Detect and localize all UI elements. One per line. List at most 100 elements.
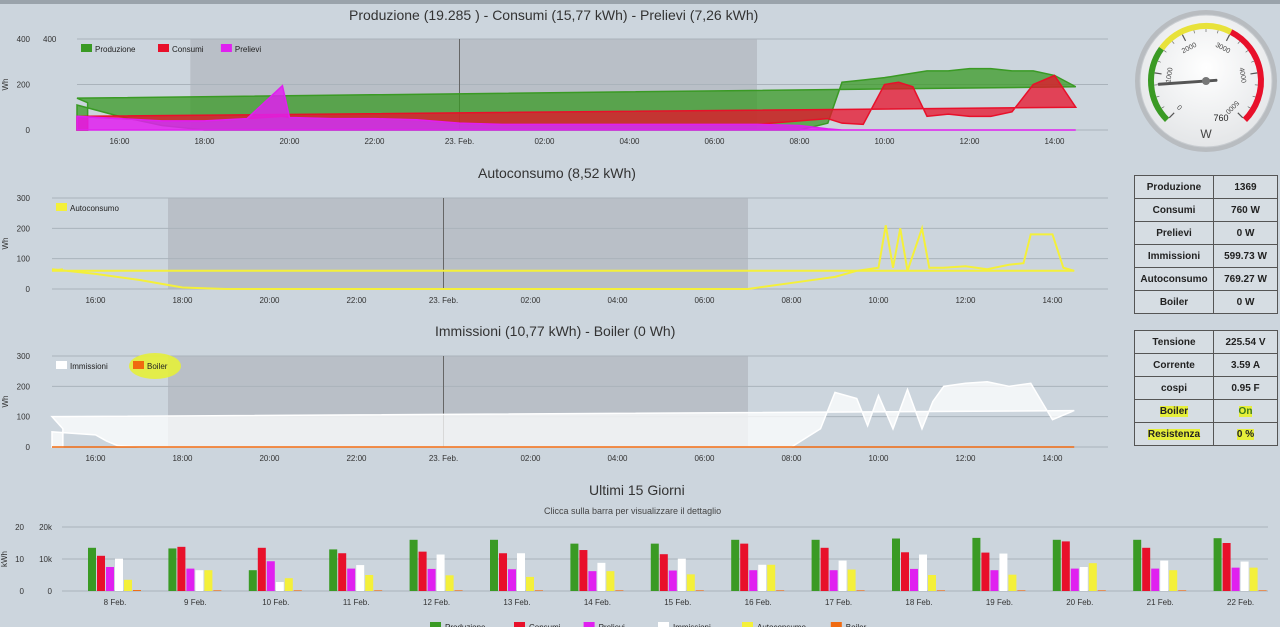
electric-status-table: Tensione 225.54 V Corrente 3.59 A cospi 0.9… bbox=[1134, 330, 1278, 446]
bar-prelievi bbox=[1151, 568, 1160, 591]
x-tick-label: 02:00 bbox=[520, 454, 541, 463]
x-tick-label: 14 Feb. bbox=[584, 598, 611, 607]
bar-consumi bbox=[1222, 543, 1231, 591]
x-tick-label: 22:00 bbox=[346, 454, 367, 463]
x-tick-label: 23. Feb. bbox=[429, 454, 458, 463]
bar-produzione bbox=[1052, 539, 1061, 591]
gauge-band bbox=[1148, 46, 1170, 123]
x-tick-label: 20:00 bbox=[259, 454, 280, 463]
bar-autoconsumo bbox=[686, 574, 695, 591]
gauge-tick bbox=[1247, 106, 1251, 109]
row-label: Tensione bbox=[1134, 330, 1214, 354]
bar-autoconsumo bbox=[124, 579, 132, 591]
bar-boiler bbox=[1258, 590, 1267, 591]
gauge-tick bbox=[1154, 72, 1162, 75]
bar-immissioni bbox=[115, 558, 123, 591]
x-tick-label: 10:00 bbox=[868, 296, 889, 305]
x-tick-label: 15 Feb. bbox=[664, 598, 691, 607]
table-row: Corrente 3.59 A bbox=[1134, 353, 1278, 377]
legend-swatch-boiler bbox=[133, 361, 144, 369]
bar-prelievi bbox=[749, 570, 758, 591]
x-tick-label: 14:00 bbox=[1044, 137, 1065, 146]
bar-boiler bbox=[374, 590, 383, 591]
bar-produzione bbox=[490, 539, 498, 591]
gauge-tick bbox=[1237, 41, 1240, 44]
bar-boiler bbox=[615, 590, 624, 591]
bar-consumi bbox=[1061, 541, 1070, 591]
x-tick-label: 14:00 bbox=[1042, 296, 1063, 305]
bar-autoconsumo bbox=[606, 571, 615, 591]
y-tick-label: 200 bbox=[17, 81, 31, 90]
x-tick-label: 16:00 bbox=[85, 296, 106, 305]
x-tick-label: 9 Feb. bbox=[184, 598, 207, 607]
bar-produzione bbox=[329, 549, 338, 591]
row-label: cospi bbox=[1134, 376, 1214, 400]
x-tick-label: 12:00 bbox=[955, 454, 976, 463]
y-tick-label-right: 20k bbox=[39, 523, 53, 532]
gauge-tick bbox=[1245, 50, 1249, 53]
x-tick-label: 18:00 bbox=[172, 454, 193, 463]
bar-produzione bbox=[972, 537, 981, 591]
x-tick-label: 10:00 bbox=[868, 454, 889, 463]
row-label: Corrente bbox=[1134, 353, 1214, 377]
table-row: Immissioni 599.73 W bbox=[1134, 244, 1278, 268]
bar-produzione bbox=[650, 543, 659, 591]
bar-immissioni bbox=[597, 562, 606, 591]
y-tick-label: 0 bbox=[26, 126, 31, 135]
bar-autoconsumo bbox=[365, 575, 374, 591]
x-tick-label: 18:00 bbox=[194, 137, 215, 146]
x-tick-label: 12:00 bbox=[955, 296, 976, 305]
row-label: Immissioni bbox=[1134, 244, 1214, 268]
night-band bbox=[168, 198, 748, 289]
gauge-tick-label: 4000 bbox=[1237, 67, 1246, 84]
x-tick-label: 08:00 bbox=[781, 454, 802, 463]
gauge-band bbox=[1159, 23, 1233, 51]
gauge-tick-label: 0 bbox=[1176, 103, 1184, 111]
chart2-title: Autoconsumo (8,52 kWh) bbox=[478, 165, 636, 181]
gauge-tick bbox=[1250, 72, 1258, 75]
bar-consumi bbox=[579, 550, 588, 591]
boiler-legend-highlight bbox=[129, 353, 181, 379]
legend-swatch-autoconsumo bbox=[56, 203, 67, 211]
bar-produzione bbox=[811, 539, 820, 591]
row-value: 225.54 V bbox=[1213, 330, 1278, 354]
y-tick-label: 200 bbox=[17, 382, 31, 391]
bar-produzione bbox=[168, 548, 177, 591]
row-value: 0 W bbox=[1213, 221, 1278, 245]
x-tick-label: 04:00 bbox=[619, 137, 640, 146]
legend-label-consumi: Consumi bbox=[172, 45, 204, 54]
bar-prelievi bbox=[508, 569, 516, 591]
x-tick-label: 18:00 bbox=[172, 296, 193, 305]
legend-swatch-prelievi bbox=[220, 44, 232, 52]
bar-immissioni bbox=[275, 582, 284, 591]
bar-autoconsumo bbox=[445, 575, 454, 591]
legend-label-boiler: Boiler bbox=[846, 623, 867, 627]
row-label: Autoconsumo bbox=[1134, 267, 1214, 291]
bar-immissioni bbox=[1160, 560, 1169, 591]
table-row: Resistenza 0 % bbox=[1134, 422, 1278, 446]
top-strip bbox=[0, 0, 1280, 4]
row-value: 599.73 W bbox=[1213, 244, 1278, 268]
gauge-tick bbox=[1163, 50, 1167, 53]
x-tick-label: 04:00 bbox=[607, 296, 628, 305]
x-tick-label: 19 Feb. bbox=[986, 598, 1013, 607]
y-tick-label: 400 bbox=[17, 35, 31, 44]
x-tick-label: 06:00 bbox=[694, 454, 715, 463]
legend-label-prelievi: Prelievi bbox=[599, 623, 625, 627]
x-tick-label: 20 Feb. bbox=[1066, 598, 1093, 607]
chart2-svg: 0 100 200 300 Wh 16:00 18:00 20:00 22:00 23. Feb.… bbox=[1, 194, 1108, 305]
chart1-title: Produzione (19.285 ) - Consumi (15,77 kW… bbox=[349, 7, 759, 23]
bar-boiler bbox=[293, 590, 302, 591]
gauge-value: 760 bbox=[1213, 113, 1228, 123]
table-row: Boiler 0 W bbox=[1134, 290, 1278, 314]
bar-boiler bbox=[1017, 590, 1026, 591]
bar-consumi bbox=[1142, 547, 1151, 591]
table-row: Consumi 760 W bbox=[1134, 198, 1278, 222]
bar-autoconsumo bbox=[1169, 570, 1178, 591]
x-tick-label: 14:00 bbox=[1042, 454, 1063, 463]
legend-swatch-boiler bbox=[830, 622, 842, 627]
y-tick-label: 300 bbox=[17, 194, 31, 203]
bar-autoconsumo bbox=[284, 578, 293, 591]
row-label: Consumi bbox=[1134, 198, 1214, 222]
x-tick-label: 12:00 bbox=[959, 137, 980, 146]
